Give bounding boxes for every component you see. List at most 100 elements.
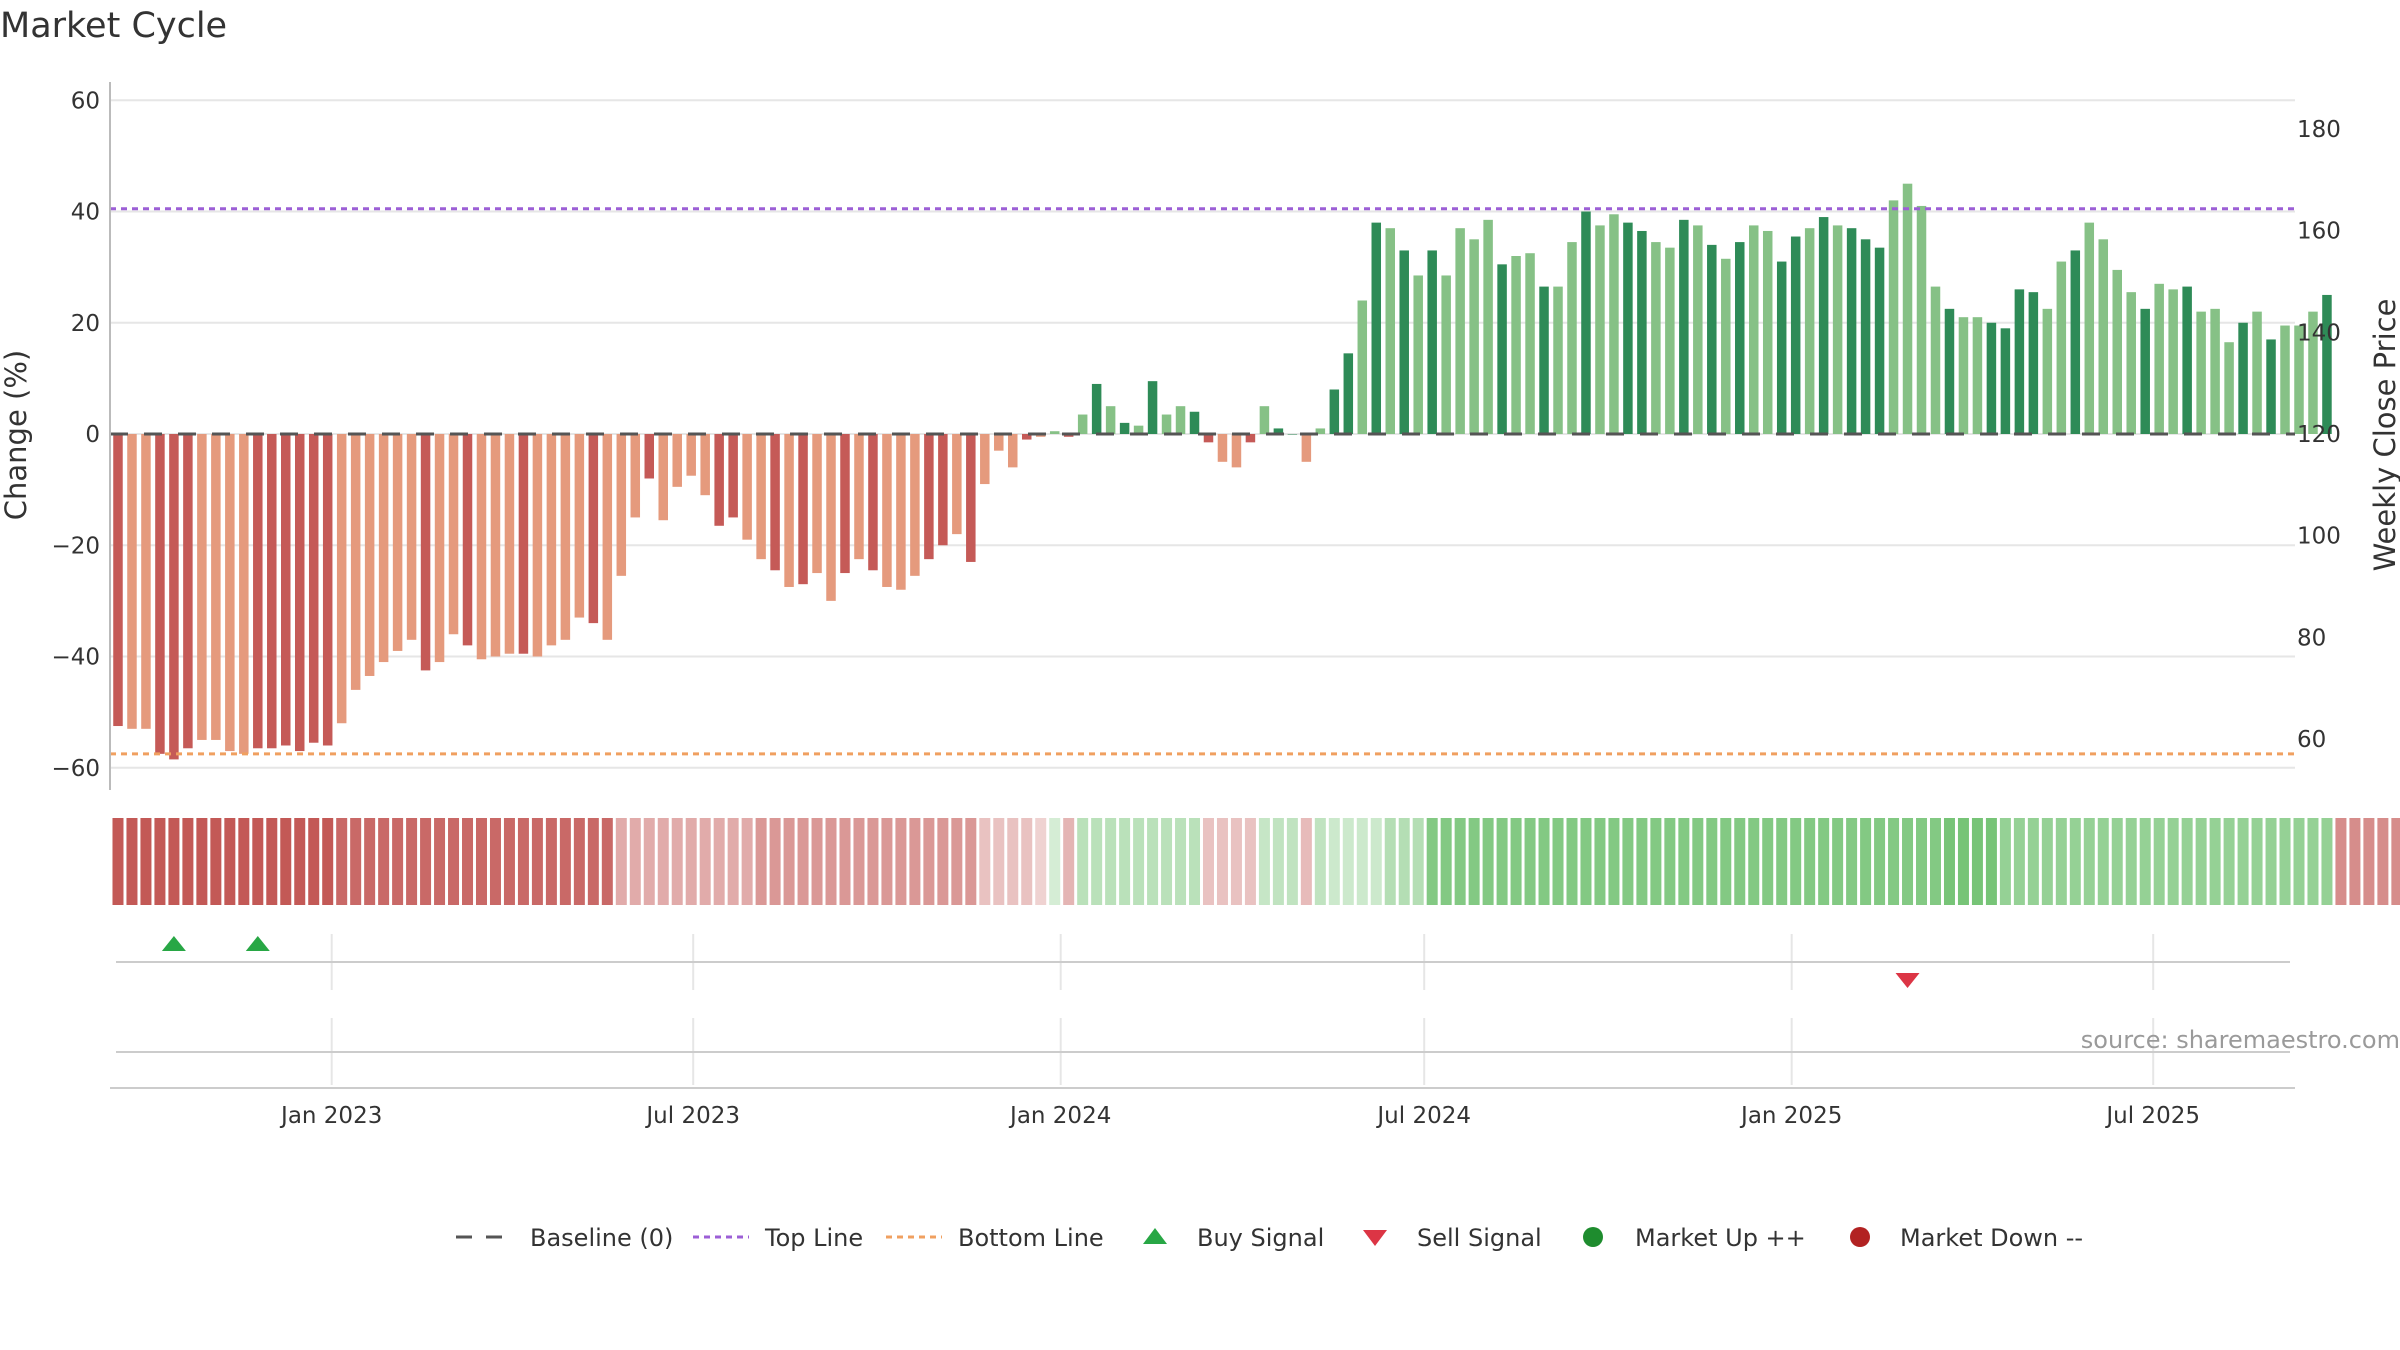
change-bar bbox=[1021, 434, 1032, 440]
change-bar bbox=[2224, 342, 2234, 434]
change-bar bbox=[322, 434, 333, 746]
market-state-cell bbox=[517, 818, 529, 905]
change-bar bbox=[1315, 428, 1326, 434]
market-state-cell bbox=[1720, 818, 1732, 905]
market-state-cell bbox=[1244, 818, 1256, 905]
market-state-cell bbox=[1957, 818, 1969, 905]
market-state-cell bbox=[629, 818, 641, 905]
chart-title: Market Cycle bbox=[0, 6, 228, 46]
market-state-cell bbox=[2223, 818, 2235, 905]
market-state-cell bbox=[1664, 818, 1676, 905]
change-bar bbox=[1748, 225, 1759, 434]
x-tick-label: Jul 2024 bbox=[1375, 1103, 1471, 1129]
x-tick-label: Jan 2024 bbox=[1008, 1103, 1111, 1129]
market-state-cell bbox=[1133, 818, 1145, 905]
market-state-cell bbox=[1077, 818, 1089, 905]
market-state-cell bbox=[1804, 818, 1816, 905]
market-state-cell bbox=[783, 818, 795, 905]
market-state-cell bbox=[350, 818, 362, 905]
market-state-cell bbox=[2335, 818, 2347, 905]
change-bar bbox=[1860, 239, 1871, 434]
market-state-cell bbox=[1161, 818, 1173, 905]
change-bar bbox=[2014, 289, 2025, 434]
change-bar bbox=[1595, 225, 1605, 434]
legend-sell-swatch bbox=[1363, 1230, 1387, 1246]
change-bar bbox=[952, 434, 962, 535]
market-state-cell bbox=[895, 818, 907, 905]
market-state-cell bbox=[252, 818, 264, 905]
change-bar bbox=[1385, 228, 1395, 434]
y2-tick-label: 160 bbox=[2297, 219, 2341, 245]
change-bar bbox=[490, 434, 501, 657]
market-state-cell bbox=[2041, 818, 2053, 905]
market-state-cell bbox=[643, 818, 655, 905]
change-bar bbox=[2308, 311, 2318, 434]
change-bar bbox=[1958, 317, 1969, 434]
change-bar bbox=[1483, 219, 1493, 434]
legend-label: Sell Signal bbox=[1417, 1224, 1542, 1252]
market-state-cell bbox=[1929, 818, 1941, 905]
change-bar bbox=[574, 434, 585, 618]
market-state-cell bbox=[336, 818, 348, 905]
market-state-cell bbox=[2013, 818, 2025, 905]
market-state-cell bbox=[126, 818, 138, 905]
market-state-cell bbox=[1510, 818, 1522, 905]
market-state-cell bbox=[1916, 818, 1928, 905]
change-bar bbox=[1399, 250, 1409, 434]
x-tick-label: Jul 2023 bbox=[644, 1103, 740, 1129]
market-state-cell bbox=[1370, 818, 1382, 905]
legend-label: Bottom Line bbox=[958, 1224, 1104, 1252]
change-bar bbox=[994, 434, 1004, 451]
change-bar bbox=[1539, 286, 1549, 434]
market-state-cell bbox=[1412, 818, 1424, 905]
change-bar bbox=[1888, 200, 1899, 434]
change-bar bbox=[336, 434, 347, 724]
change-bar bbox=[924, 434, 934, 560]
change-bar bbox=[2140, 308, 2150, 434]
market-state-cell bbox=[1971, 818, 1983, 905]
market-state-cell bbox=[1818, 818, 1830, 905]
y2-tick-label: 60 bbox=[2297, 727, 2326, 753]
legend-market-down-swatch bbox=[1850, 1227, 1870, 1247]
change-bar bbox=[1189, 411, 1200, 434]
market-state-cell bbox=[294, 818, 306, 905]
change-bar bbox=[239, 434, 249, 754]
sell-signal-marker bbox=[1895, 973, 1920, 988]
market-state-cell bbox=[811, 818, 823, 905]
market-state-cell bbox=[1860, 818, 1872, 905]
market-state-cell bbox=[224, 818, 236, 905]
market-state-cell bbox=[1678, 818, 1690, 905]
change-bar bbox=[658, 434, 668, 521]
change-bar bbox=[728, 434, 738, 518]
change-bar bbox=[1818, 217, 1829, 434]
change-bar bbox=[1175, 406, 1186, 434]
change-bar bbox=[1609, 214, 1619, 434]
change-bar bbox=[868, 434, 878, 571]
market-state-cell bbox=[1105, 818, 1117, 905]
change-bar bbox=[910, 434, 920, 576]
change-bar bbox=[546, 434, 557, 646]
market-state-cell bbox=[559, 818, 571, 905]
change-bar bbox=[1874, 247, 1885, 434]
change-bar bbox=[1679, 219, 1689, 434]
change-bar bbox=[420, 434, 431, 671]
change-bar bbox=[1273, 428, 1284, 434]
change-bar bbox=[2098, 239, 2109, 434]
market-state-cell bbox=[1524, 818, 1536, 905]
change-bar bbox=[1469, 239, 1479, 434]
market-state-cell bbox=[2055, 818, 2067, 905]
market-state-cell bbox=[1650, 818, 1662, 905]
market-state-cell bbox=[1328, 818, 1340, 905]
market-state-cell bbox=[965, 818, 977, 905]
y2-tick-label: 120 bbox=[2297, 422, 2341, 448]
market-state-cell bbox=[1454, 818, 1466, 905]
market-state-cell bbox=[1692, 818, 1704, 905]
change-bar bbox=[2042, 308, 2053, 434]
market-state-cell bbox=[2069, 818, 2081, 905]
market-state-cell bbox=[545, 818, 557, 905]
change-bar bbox=[350, 434, 361, 690]
market-state-cell bbox=[1342, 818, 1354, 905]
market-state-cell bbox=[1216, 818, 1228, 905]
market-state-cell bbox=[909, 818, 921, 905]
market-state-cell bbox=[1888, 818, 1900, 905]
